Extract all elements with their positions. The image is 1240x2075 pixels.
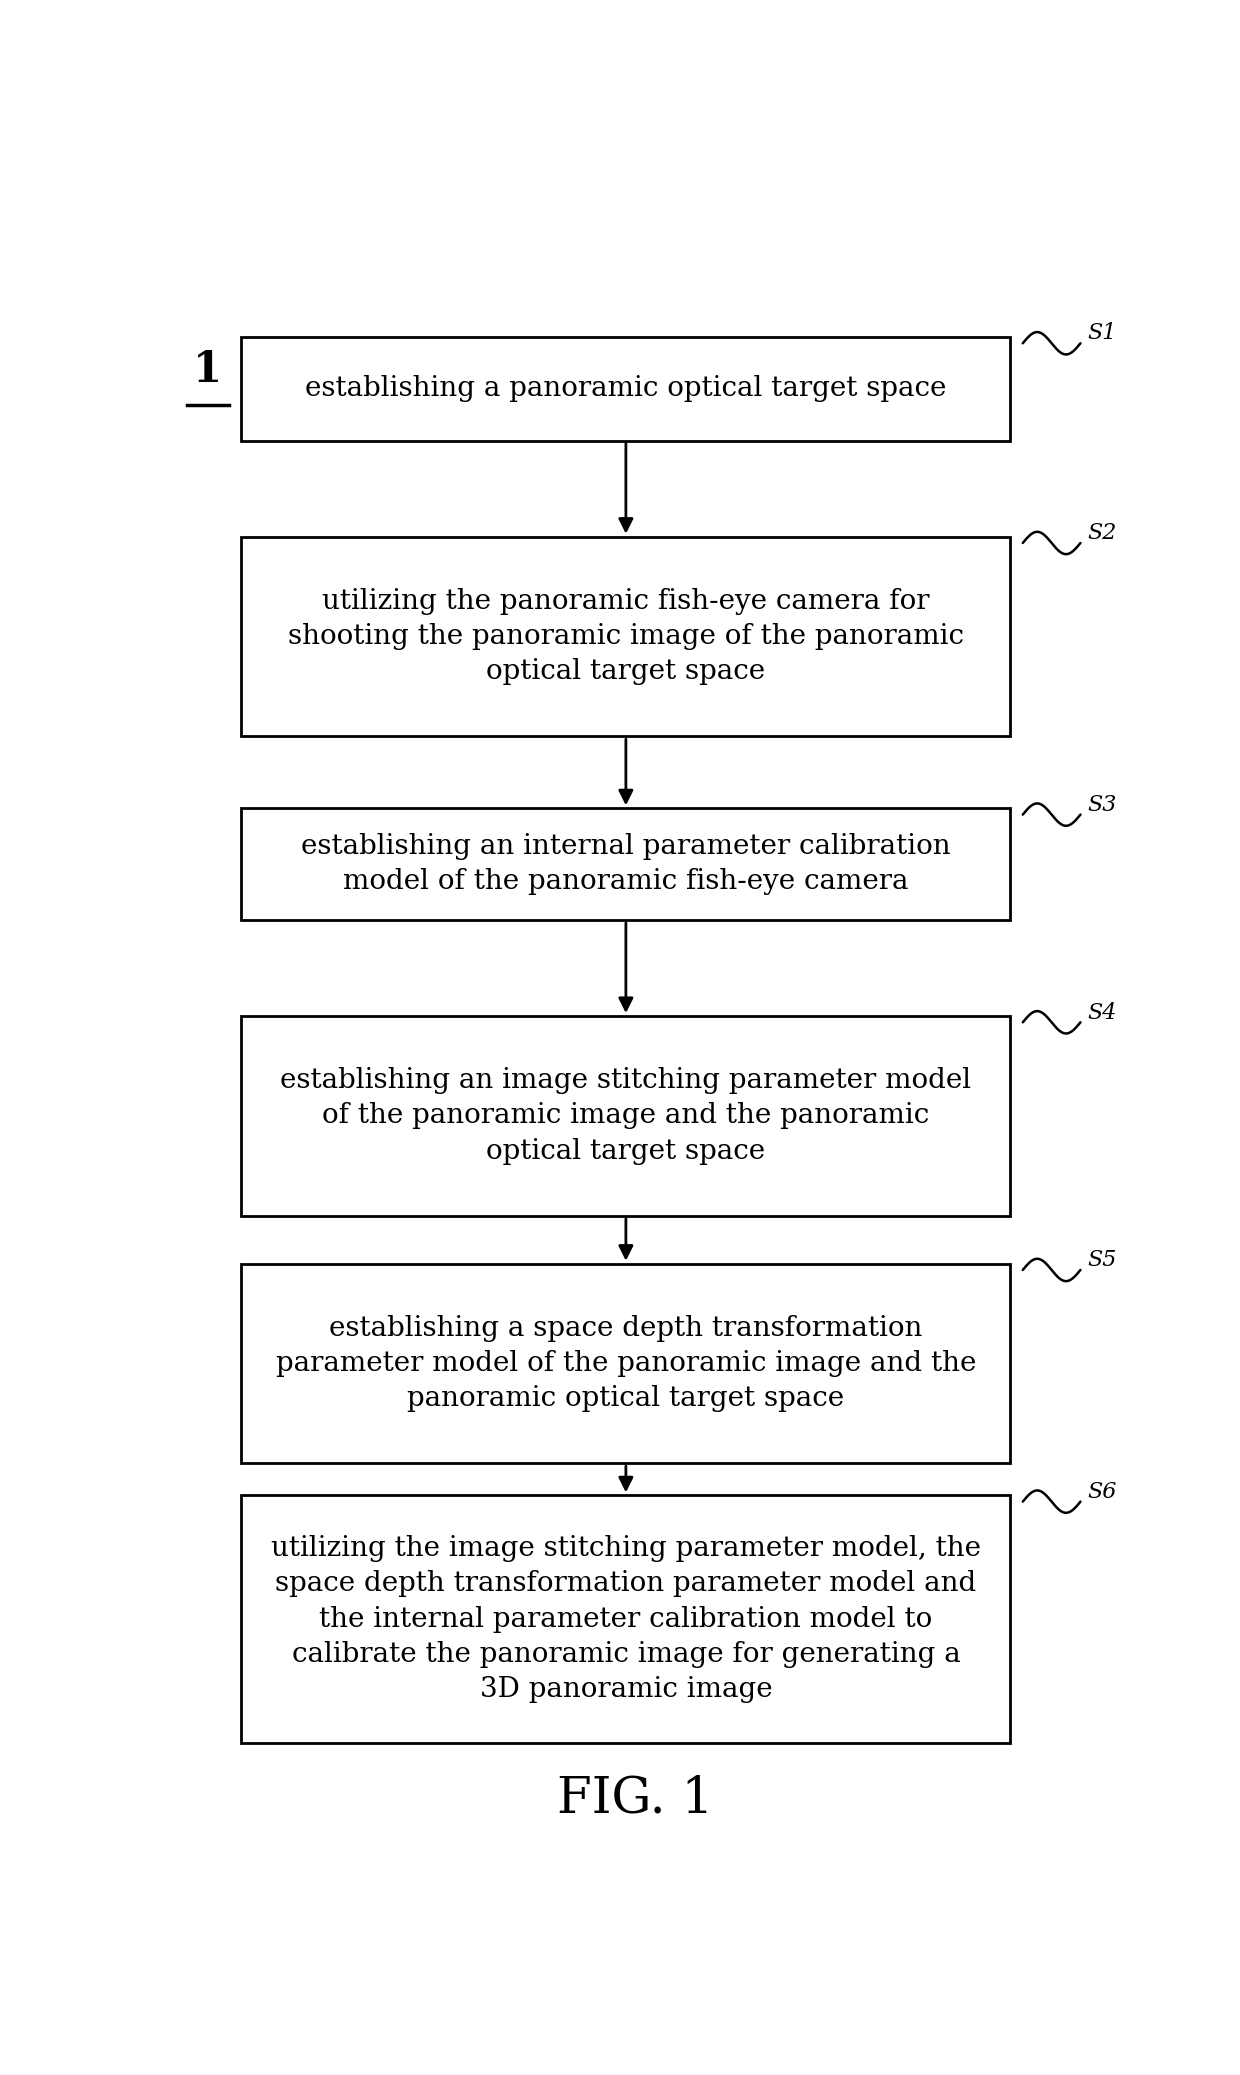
Text: FIG. 1: FIG. 1 xyxy=(557,1774,714,1824)
Bar xyxy=(242,537,1011,737)
Text: establishing a space depth transformation
parameter model of the panoramic image: establishing a space depth transformatio… xyxy=(275,1316,976,1413)
Text: S2: S2 xyxy=(1087,523,1116,544)
Text: utilizing the image stitching parameter model, the
space depth transformation pa: utilizing the image stitching parameter … xyxy=(270,1536,981,1704)
Text: establishing a panoramic optical target space: establishing a panoramic optical target … xyxy=(305,376,946,403)
Text: S5: S5 xyxy=(1087,1249,1116,1272)
Text: S4: S4 xyxy=(1087,1002,1116,1023)
Text: establishing an internal parameter calibration
model of the panoramic fish-eye c: establishing an internal parameter calib… xyxy=(301,832,951,894)
Bar xyxy=(242,807,1011,919)
Bar xyxy=(242,1264,1011,1463)
Text: S1: S1 xyxy=(1087,322,1116,344)
Bar xyxy=(242,1017,1011,1216)
Bar xyxy=(242,336,1011,440)
Text: utilizing the panoramic fish-eye camera for
shooting the panoramic image of the : utilizing the panoramic fish-eye camera … xyxy=(288,587,963,685)
Text: S3: S3 xyxy=(1087,795,1116,815)
Text: S6: S6 xyxy=(1087,1482,1116,1502)
Text: establishing an image stitching parameter model
of the panoramic image and the p: establishing an image stitching paramete… xyxy=(280,1067,971,1164)
Bar xyxy=(242,1496,1011,1743)
Text: 1: 1 xyxy=(193,349,222,390)
